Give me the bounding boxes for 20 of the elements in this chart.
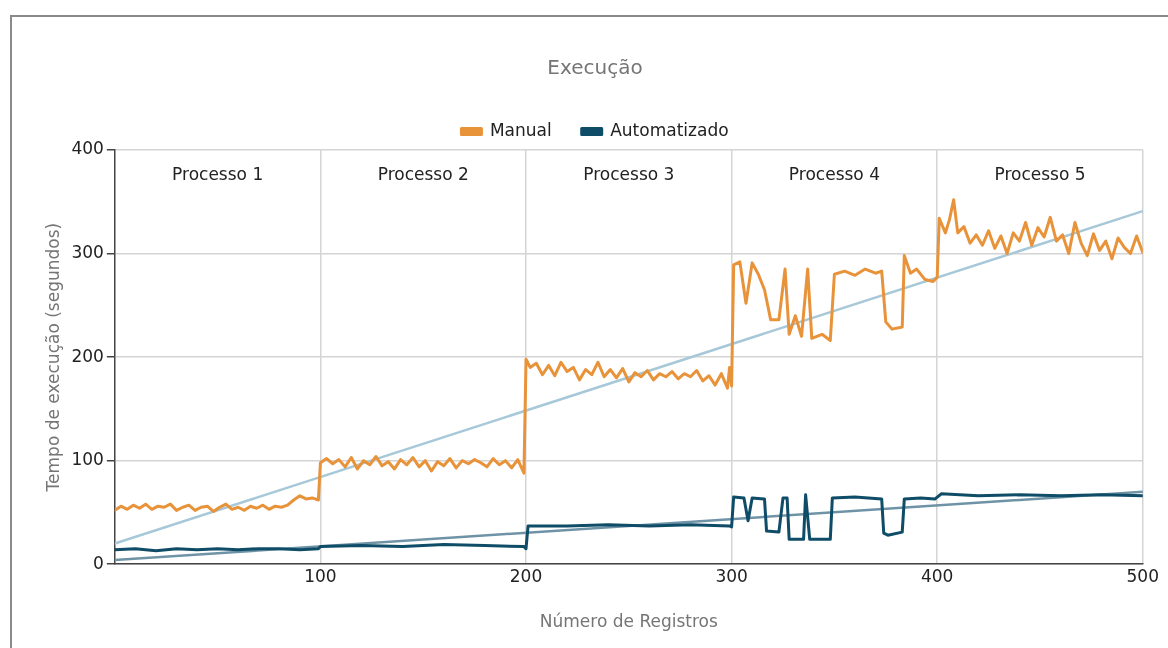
legend-label: Automatizado (610, 119, 729, 140)
y-tick-label: 300 (71, 241, 104, 262)
x-axis-title: Número de Registros (539, 611, 718, 632)
annotation: Processo 3 (583, 164, 675, 185)
annotation: Processo 5 (994, 164, 1086, 185)
annotation: Processo 4 (788, 164, 880, 185)
y-tick-label: 400 (71, 138, 104, 159)
x-tick-label: 400 (920, 565, 954, 586)
annotation: Processo 1 (172, 164, 264, 185)
y-tick-label: 200 (71, 345, 104, 366)
x-tick-label: 500 (1126, 565, 1159, 586)
y-axis-title: Tempo de execução (segundos) (42, 222, 63, 493)
x-tick-label: 300 (715, 565, 748, 586)
y-tick-label: 100 (71, 449, 104, 470)
annotation: Processo 2 (377, 164, 469, 185)
x-tick-label: 200 (509, 565, 543, 586)
x-tick-label: 100 (304, 565, 337, 586)
chart-title: Execução (547, 55, 643, 80)
legend-label: Manual (489, 119, 552, 140)
y-tick-label: 0 (93, 552, 104, 573)
